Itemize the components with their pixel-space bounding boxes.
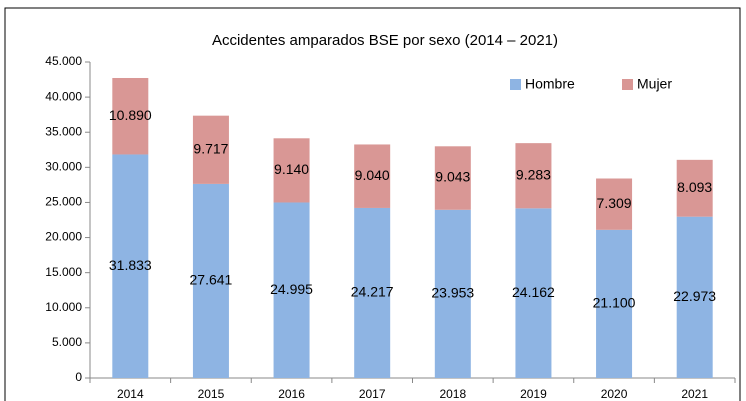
- data-label: 31.833: [109, 257, 152, 273]
- bar-segment: [515, 208, 552, 378]
- x-tick-label: 2016: [278, 387, 305, 401]
- bar-segment: [596, 178, 633, 230]
- y-tick-label: 25.000: [45, 195, 82, 209]
- y-tick-label: 40.000: [45, 89, 82, 103]
- data-label: 8.093: [677, 179, 712, 195]
- x-tick-label: 2018: [439, 387, 466, 401]
- y-tick-label: 30.000: [45, 160, 82, 174]
- data-label: 9.040: [355, 167, 390, 183]
- bar-segment: [515, 143, 552, 209]
- data-label: 23.953: [431, 285, 474, 301]
- y-tick-label: 5.000: [52, 335, 82, 349]
- y-tick-label: 10.000: [45, 300, 82, 314]
- y-tick-label: 15.000: [45, 265, 82, 279]
- data-label: 22.973: [673, 288, 716, 304]
- x-tick-label: 2020: [601, 387, 628, 401]
- bar-segment: [273, 138, 310, 203]
- legend-label: Hombre: [525, 76, 575, 92]
- x-tick-label: 2014: [117, 387, 144, 401]
- bar-segment: [596, 229, 633, 378]
- bar-segment: [434, 146, 471, 210]
- y-tick-label: 45.000: [45, 54, 82, 68]
- data-label: 9.717: [193, 140, 228, 156]
- data-label: 7.309: [597, 195, 632, 211]
- bar-segment: [192, 115, 229, 184]
- x-tick-label: 2021: [681, 387, 708, 401]
- bar-segment: [676, 216, 713, 378]
- bar-segment: [112, 77, 149, 155]
- y-tick-label: 20.000: [45, 230, 82, 244]
- data-label: 9.140: [274, 161, 309, 177]
- data-label: 27.641: [190, 272, 233, 288]
- y-tick-label: 35.000: [45, 124, 82, 138]
- chart-border: [4, 7, 741, 401]
- bar-segment: [354, 144, 391, 208]
- bar-segment: [434, 209, 471, 378]
- y-tick-label: 0: [75, 370, 82, 384]
- legend-label: Mujer: [637, 76, 672, 92]
- bar-segment: [354, 207, 391, 378]
- data-label: 24.217: [351, 284, 394, 300]
- data-label: 9.283: [516, 166, 551, 182]
- data-label: 24.995: [270, 281, 313, 297]
- chart-title: Accidentes amparados BSE por sexo (2014 …: [212, 32, 558, 49]
- bar-segment: [192, 183, 229, 378]
- x-tick-label: 2015: [198, 387, 225, 401]
- x-tick-label: 2017: [359, 387, 386, 401]
- legend-swatch: [622, 79, 633, 90]
- legend-swatch: [510, 79, 521, 90]
- data-label: 21.100: [593, 295, 636, 311]
- bar-segment: [273, 202, 310, 378]
- x-tick-label: 2019: [520, 387, 547, 401]
- bar-segment: [112, 154, 149, 378]
- data-label: 24.162: [512, 284, 555, 300]
- data-label: 9.043: [435, 169, 470, 185]
- data-label: 10.890: [109, 107, 152, 123]
- bar-segment: [676, 159, 713, 217]
